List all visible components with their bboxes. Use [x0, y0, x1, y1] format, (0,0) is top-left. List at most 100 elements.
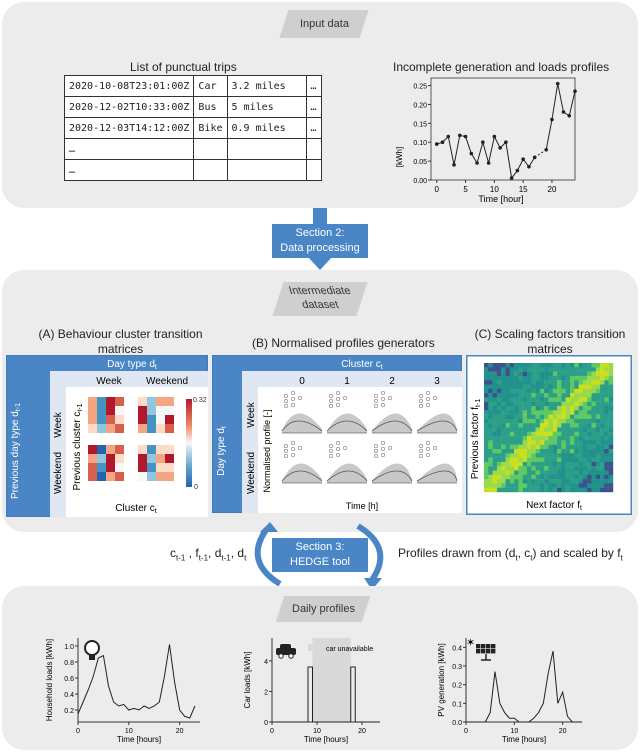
y-tick-label: 0.00	[413, 178, 427, 185]
profile-generator-cell	[371, 390, 413, 435]
scaling-cell	[488, 440, 493, 445]
scaling-cell	[548, 414, 553, 420]
heatmap-cell	[138, 424, 147, 433]
scaling-cell	[505, 479, 510, 484]
scaling-cell	[501, 371, 506, 377]
scaling-cell	[501, 418, 506, 424]
scaling-cell	[496, 410, 502, 415]
input-data-tag: Input data	[279, 10, 369, 38]
car-icon	[276, 644, 296, 659]
scaling-cell	[518, 367, 523, 372]
scaling-cell	[604, 367, 609, 372]
scaling-cell	[548, 367, 553, 372]
scaling-cell	[509, 444, 515, 450]
scaling-cell	[548, 375, 553, 381]
scaling-cell	[578, 423, 584, 428]
scaling-cell	[578, 410, 584, 415]
scaling-cell	[501, 457, 506, 463]
nn-node	[425, 396, 431, 402]
scaling-cell	[544, 474, 549, 480]
scaling-cell	[600, 479, 605, 484]
scaling-cell	[570, 449, 575, 454]
scaling-cell	[548, 479, 553, 484]
scaling-cell	[595, 406, 601, 411]
scaling-cell	[492, 363, 498, 368]
heatmap-cell	[156, 445, 165, 454]
scaling-cell	[548, 461, 553, 467]
scaling-cell	[539, 470, 545, 475]
table-cell: Bike	[193, 117, 228, 139]
scaling-cell	[505, 367, 510, 372]
x-tick-label: 20	[176, 728, 184, 735]
scaling-cell	[552, 436, 558, 441]
scaling-cell	[604, 406, 609, 411]
nn-node	[283, 448, 289, 454]
scaling-cell	[505, 470, 510, 475]
scaling-cell	[527, 363, 532, 368]
scaling-cell	[518, 487, 523, 493]
scaling-cell	[557, 410, 562, 415]
nn-node	[290, 440, 296, 446]
scaling-cell	[600, 444, 605, 450]
scaling-cell	[501, 388, 506, 394]
scaling-cell	[600, 470, 605, 475]
scaling-cell	[518, 418, 523, 424]
scaling-cell	[595, 457, 601, 463]
scaling-cell	[574, 466, 579, 471]
nn-node	[387, 395, 393, 401]
scaling-cell	[518, 393, 523, 398]
y-tick-label: 0.2	[64, 708, 74, 715]
table-row: …	[63, 138, 322, 160]
scaling-cell	[509, 487, 515, 493]
scaling-cell	[531, 418, 536, 424]
scaling-cell	[552, 397, 558, 402]
scaling-cell	[582, 418, 588, 424]
scaling-cell	[557, 380, 562, 385]
solar-cell	[481, 649, 486, 654]
scaling-cell	[492, 453, 498, 458]
scaling-cell	[608, 427, 614, 432]
scaling-cell	[505, 427, 510, 432]
scaling-cell	[488, 474, 493, 480]
scaling-cell	[582, 367, 588, 372]
scaling-cell	[496, 418, 502, 424]
scaling-cell	[595, 487, 601, 493]
scaling-cell	[574, 457, 579, 463]
scaling-cell	[604, 410, 609, 415]
b-cluster-col-label: 2	[389, 376, 395, 387]
nn-node	[425, 452, 431, 458]
scaling-cell	[531, 423, 536, 428]
scaling-cell	[565, 453, 571, 458]
profile-generator-cell	[416, 390, 458, 435]
scaling-cell	[557, 453, 562, 458]
scaling-cell	[527, 388, 532, 394]
scaling-cell	[557, 474, 562, 480]
scaling-cell	[591, 380, 596, 385]
scaling-cell	[561, 375, 566, 381]
scaling-cell	[595, 479, 601, 484]
nn-node	[425, 390, 431, 396]
scaling-cell	[574, 393, 579, 398]
scaling-cell	[587, 380, 592, 385]
scaling-cell	[492, 444, 498, 450]
scaling-cell	[509, 436, 515, 441]
nn-node	[328, 398, 334, 404]
scaling-cell	[574, 449, 579, 454]
scaling-cell	[570, 367, 575, 372]
scaling-cell	[514, 453, 519, 458]
scaling-cell	[552, 449, 558, 454]
scaling-cell	[570, 393, 575, 398]
section2-title: Data processing	[280, 242, 360, 254]
b-week-label: Week	[246, 401, 257, 427]
heatmap-cell	[156, 406, 165, 415]
scaling-cell	[578, 436, 584, 441]
scaling-cell	[535, 375, 541, 381]
scaling-cell	[509, 410, 515, 415]
nn-node	[380, 452, 386, 458]
scaling-cell	[518, 371, 523, 377]
scaling-cell	[604, 414, 609, 420]
unavailable-shade	[312, 638, 351, 722]
scaling-cell	[505, 388, 510, 394]
scaling-cell	[587, 461, 592, 467]
profile-title: Incomplete generation and loads profiles	[393, 60, 610, 74]
